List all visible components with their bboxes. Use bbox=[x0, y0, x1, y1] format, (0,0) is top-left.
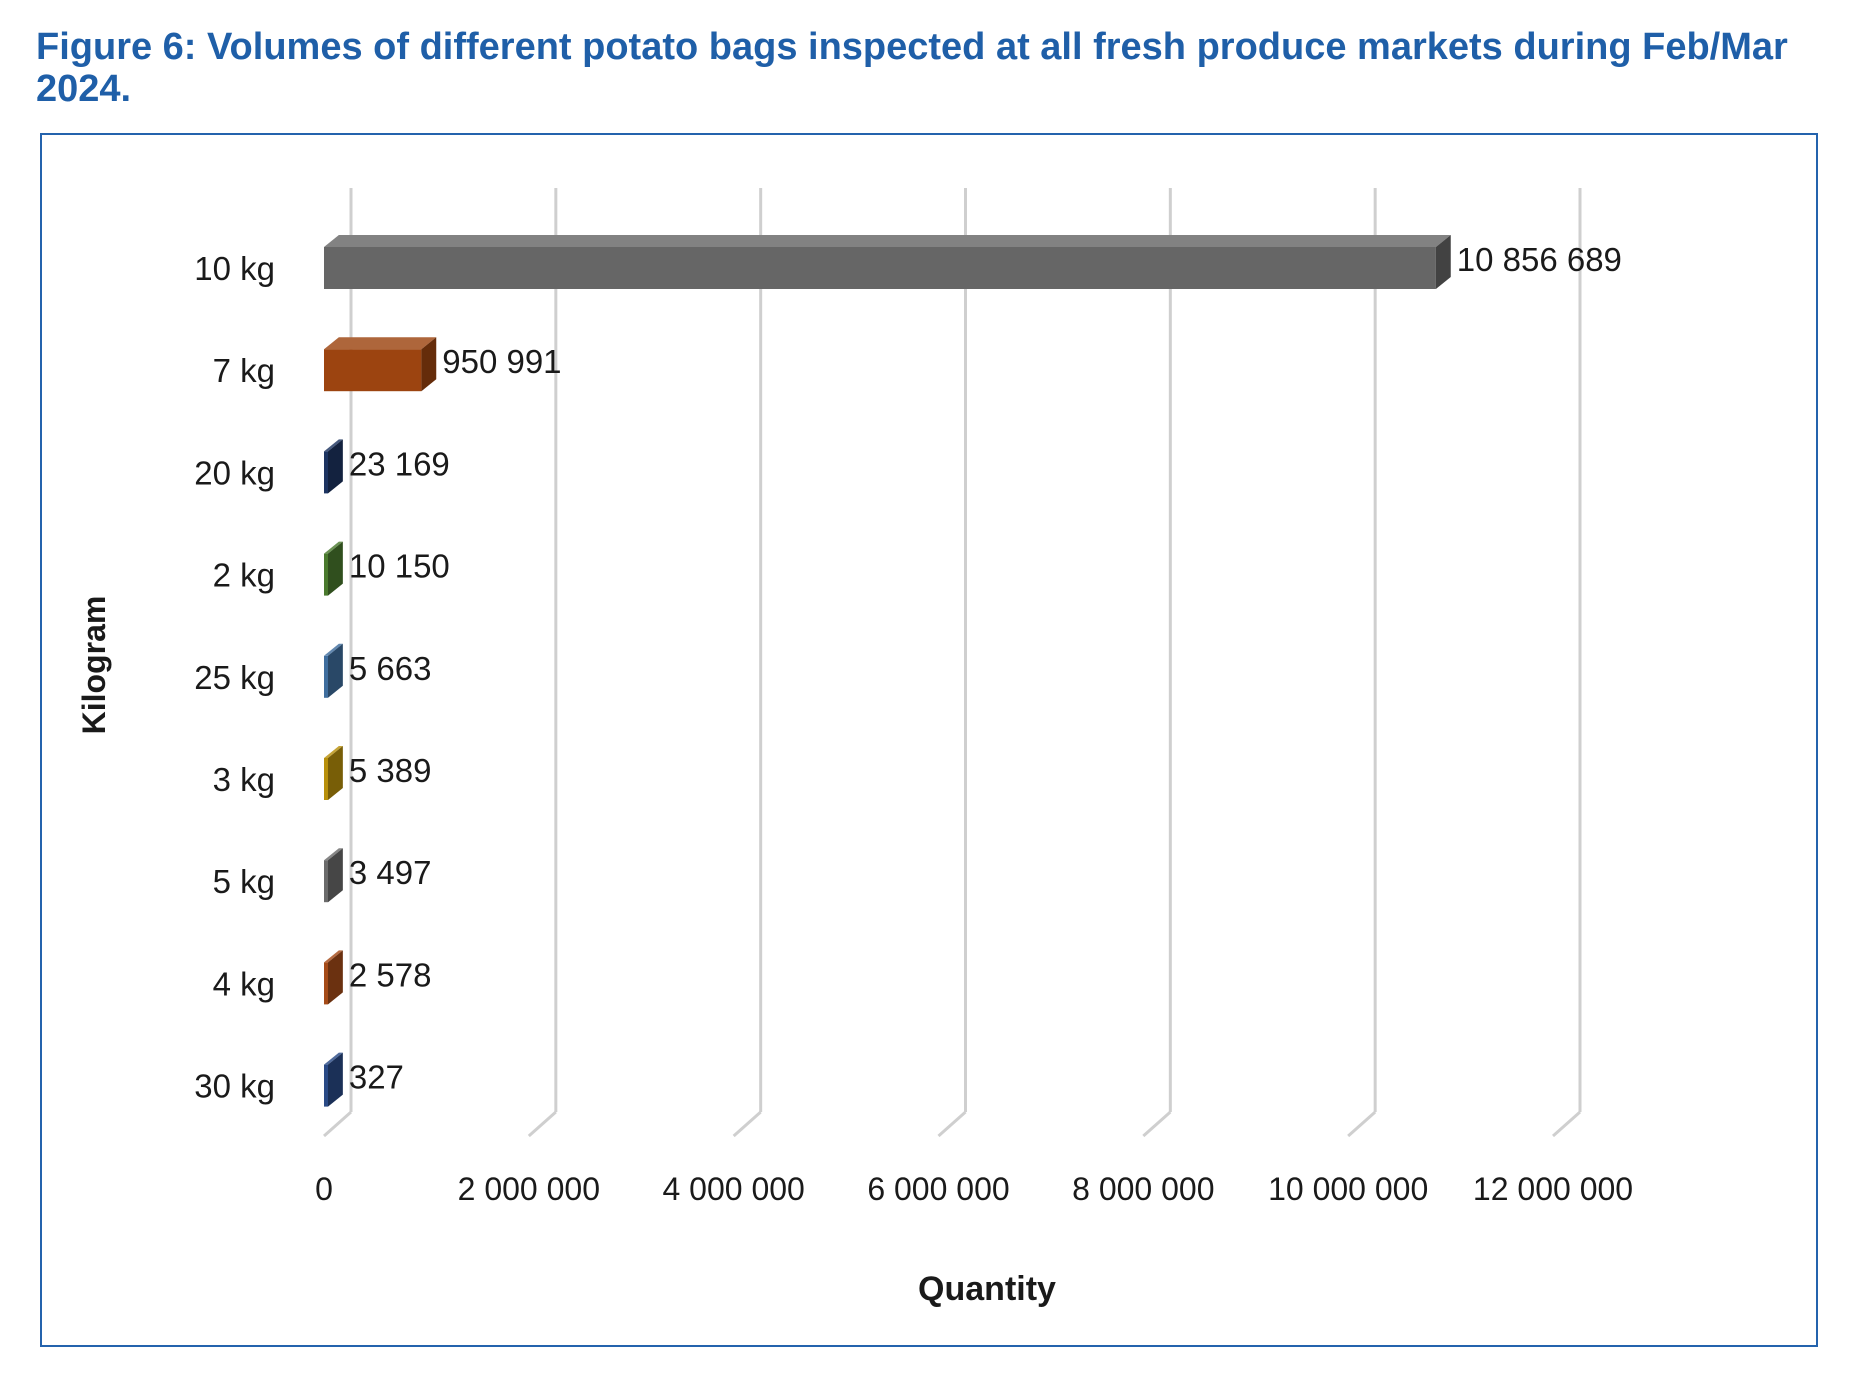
bar bbox=[324, 950, 343, 1005]
y-tick-label: 25 kg bbox=[194, 659, 275, 696]
x-tick-label: 2 000 000 bbox=[458, 1171, 600, 1207]
bars bbox=[324, 235, 1451, 1107]
bar bbox=[324, 848, 343, 903]
bar bbox=[324, 439, 343, 494]
bar-side bbox=[328, 950, 343, 1005]
x-tick-label: 8 000 000 bbox=[1072, 1171, 1214, 1207]
gridline-floor bbox=[1142, 1110, 1172, 1138]
bar-top bbox=[324, 848, 343, 861]
bar-side bbox=[328, 1052, 343, 1107]
y-tick-label: 4 kg bbox=[213, 965, 275, 1002]
x-tick-label: 4 000 000 bbox=[662, 1171, 804, 1207]
y-tick-label: 7 kg bbox=[213, 352, 275, 389]
value-label: 23 169 bbox=[349, 445, 450, 482]
bar bbox=[324, 746, 343, 800]
gridlines bbox=[323, 188, 1582, 1138]
bar-front bbox=[324, 247, 1436, 289]
bar bbox=[324, 235, 1451, 289]
bar bbox=[324, 643, 343, 698]
value-label: 3 497 bbox=[349, 854, 432, 891]
figure-caption: Figure 6: Volumes of different potato ba… bbox=[36, 26, 1788, 110]
chart-frame bbox=[40, 133, 1818, 1347]
bar-front bbox=[324, 860, 328, 903]
bar-top bbox=[324, 643, 343, 656]
x-tick-label: 12 000 000 bbox=[1473, 1171, 1633, 1207]
bar-top bbox=[324, 235, 1451, 247]
bar-side bbox=[328, 746, 343, 800]
gridline-floor bbox=[1347, 1110, 1377, 1138]
y-tick-label: 5 kg bbox=[213, 863, 275, 900]
y-tick-labels: 10 kg 7 kg 20 kg 2 kg 25 kg 3 kg 5 kg 4 kg 30 kg bbox=[194, 250, 275, 1105]
bar-side bbox=[328, 541, 343, 596]
y-tick-label: 10 kg bbox=[194, 250, 275, 287]
x-tick-label: 10 000 000 bbox=[1268, 1171, 1428, 1207]
y-tick-label: 30 kg bbox=[194, 1068, 275, 1105]
bar-front bbox=[324, 655, 328, 698]
bar-side bbox=[421, 337, 437, 392]
gridline-floor bbox=[323, 1110, 352, 1138]
y-axis-title: Kilogram bbox=[76, 596, 112, 735]
gridline-floor bbox=[732, 1110, 762, 1138]
bar-side bbox=[1435, 235, 1451, 289]
bar-top bbox=[324, 439, 343, 452]
x-tick-labels: 0 2 000 000 4 000 000 6 000 000 8 000 000 10 … bbox=[315, 1171, 1633, 1207]
value-label: 327 bbox=[349, 1059, 404, 1096]
value-label: 10 856 689 bbox=[1457, 241, 1622, 278]
y-tick-label: 20 kg bbox=[194, 454, 275, 491]
x-tick-label: 6 000 000 bbox=[867, 1171, 1009, 1207]
bar-front bbox=[324, 1064, 328, 1107]
bar-front bbox=[324, 349, 422, 392]
bar-front bbox=[324, 962, 328, 1005]
gridline-floor bbox=[937, 1110, 967, 1138]
value-label: 5 389 bbox=[349, 752, 432, 789]
bar bbox=[324, 541, 343, 596]
bar bbox=[324, 337, 437, 392]
bar-front bbox=[324, 758, 328, 800]
bar-top bbox=[324, 337, 437, 350]
y-tick-label: 3 kg bbox=[213, 761, 275, 798]
value-label: 10 150 bbox=[349, 548, 450, 585]
value-label: 950 991 bbox=[442, 343, 561, 380]
gridline-floor bbox=[1552, 1110, 1581, 1138]
value-label: 2 578 bbox=[349, 956, 432, 993]
bar-top bbox=[324, 950, 343, 963]
bar-top bbox=[324, 541, 343, 554]
bar-front bbox=[324, 451, 328, 494]
bar bbox=[324, 1052, 343, 1107]
bar-side bbox=[328, 439, 343, 494]
gridline-floor bbox=[527, 1110, 557, 1138]
x-tick-label: 0 bbox=[315, 1171, 333, 1207]
x-axis-title: Quantity bbox=[918, 1270, 1056, 1308]
bar-side bbox=[328, 643, 343, 698]
bar-top bbox=[324, 1052, 343, 1065]
value-labels: 10 856 689 950 991 23 169 10 150 5 663 5 389 3… bbox=[349, 241, 1622, 1096]
bar-top bbox=[324, 746, 343, 758]
y-tick-label: 2 kg bbox=[213, 557, 275, 594]
bar-side bbox=[328, 848, 343, 903]
bar-front bbox=[324, 553, 328, 596]
value-label: 5 663 bbox=[349, 650, 432, 687]
